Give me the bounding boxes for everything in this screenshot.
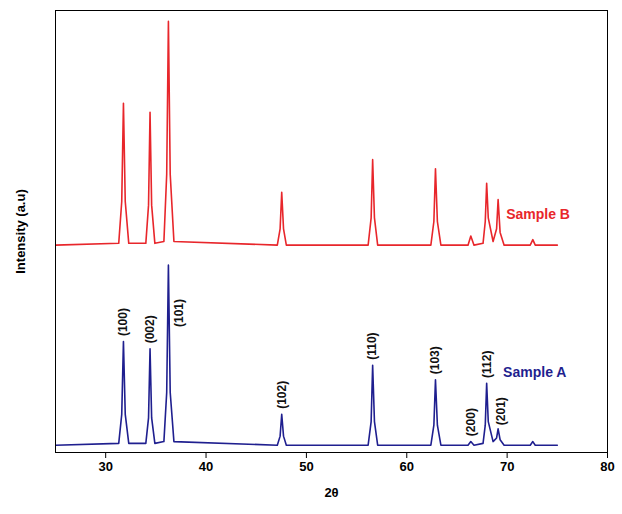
svg-text:2θ: 2θ [324,485,338,500]
svg-text:(101): (101) [172,299,186,327]
svg-text:(002): (002) [143,315,157,343]
svg-text:(201): (201) [494,397,508,425]
svg-text:(110): (110) [365,332,379,359]
svg-text:80: 80 [600,459,614,474]
svg-text:(200): (200) [464,408,478,436]
svg-text:70: 70 [500,459,514,474]
svg-text:Sample B: Sample B [506,206,570,222]
svg-text:(103): (103) [428,346,442,374]
svg-text:Sample A: Sample A [503,364,566,380]
svg-text:Intensity (a.u): Intensity (a.u) [13,189,28,274]
svg-text:50: 50 [299,459,313,474]
svg-text:(100): (100) [116,308,130,336]
svg-text:(112): (112) [480,351,494,378]
svg-text:(102): (102) [275,381,289,409]
svg-text:60: 60 [400,459,414,474]
svg-text:40: 40 [199,459,213,474]
svg-text:30: 30 [98,459,112,474]
